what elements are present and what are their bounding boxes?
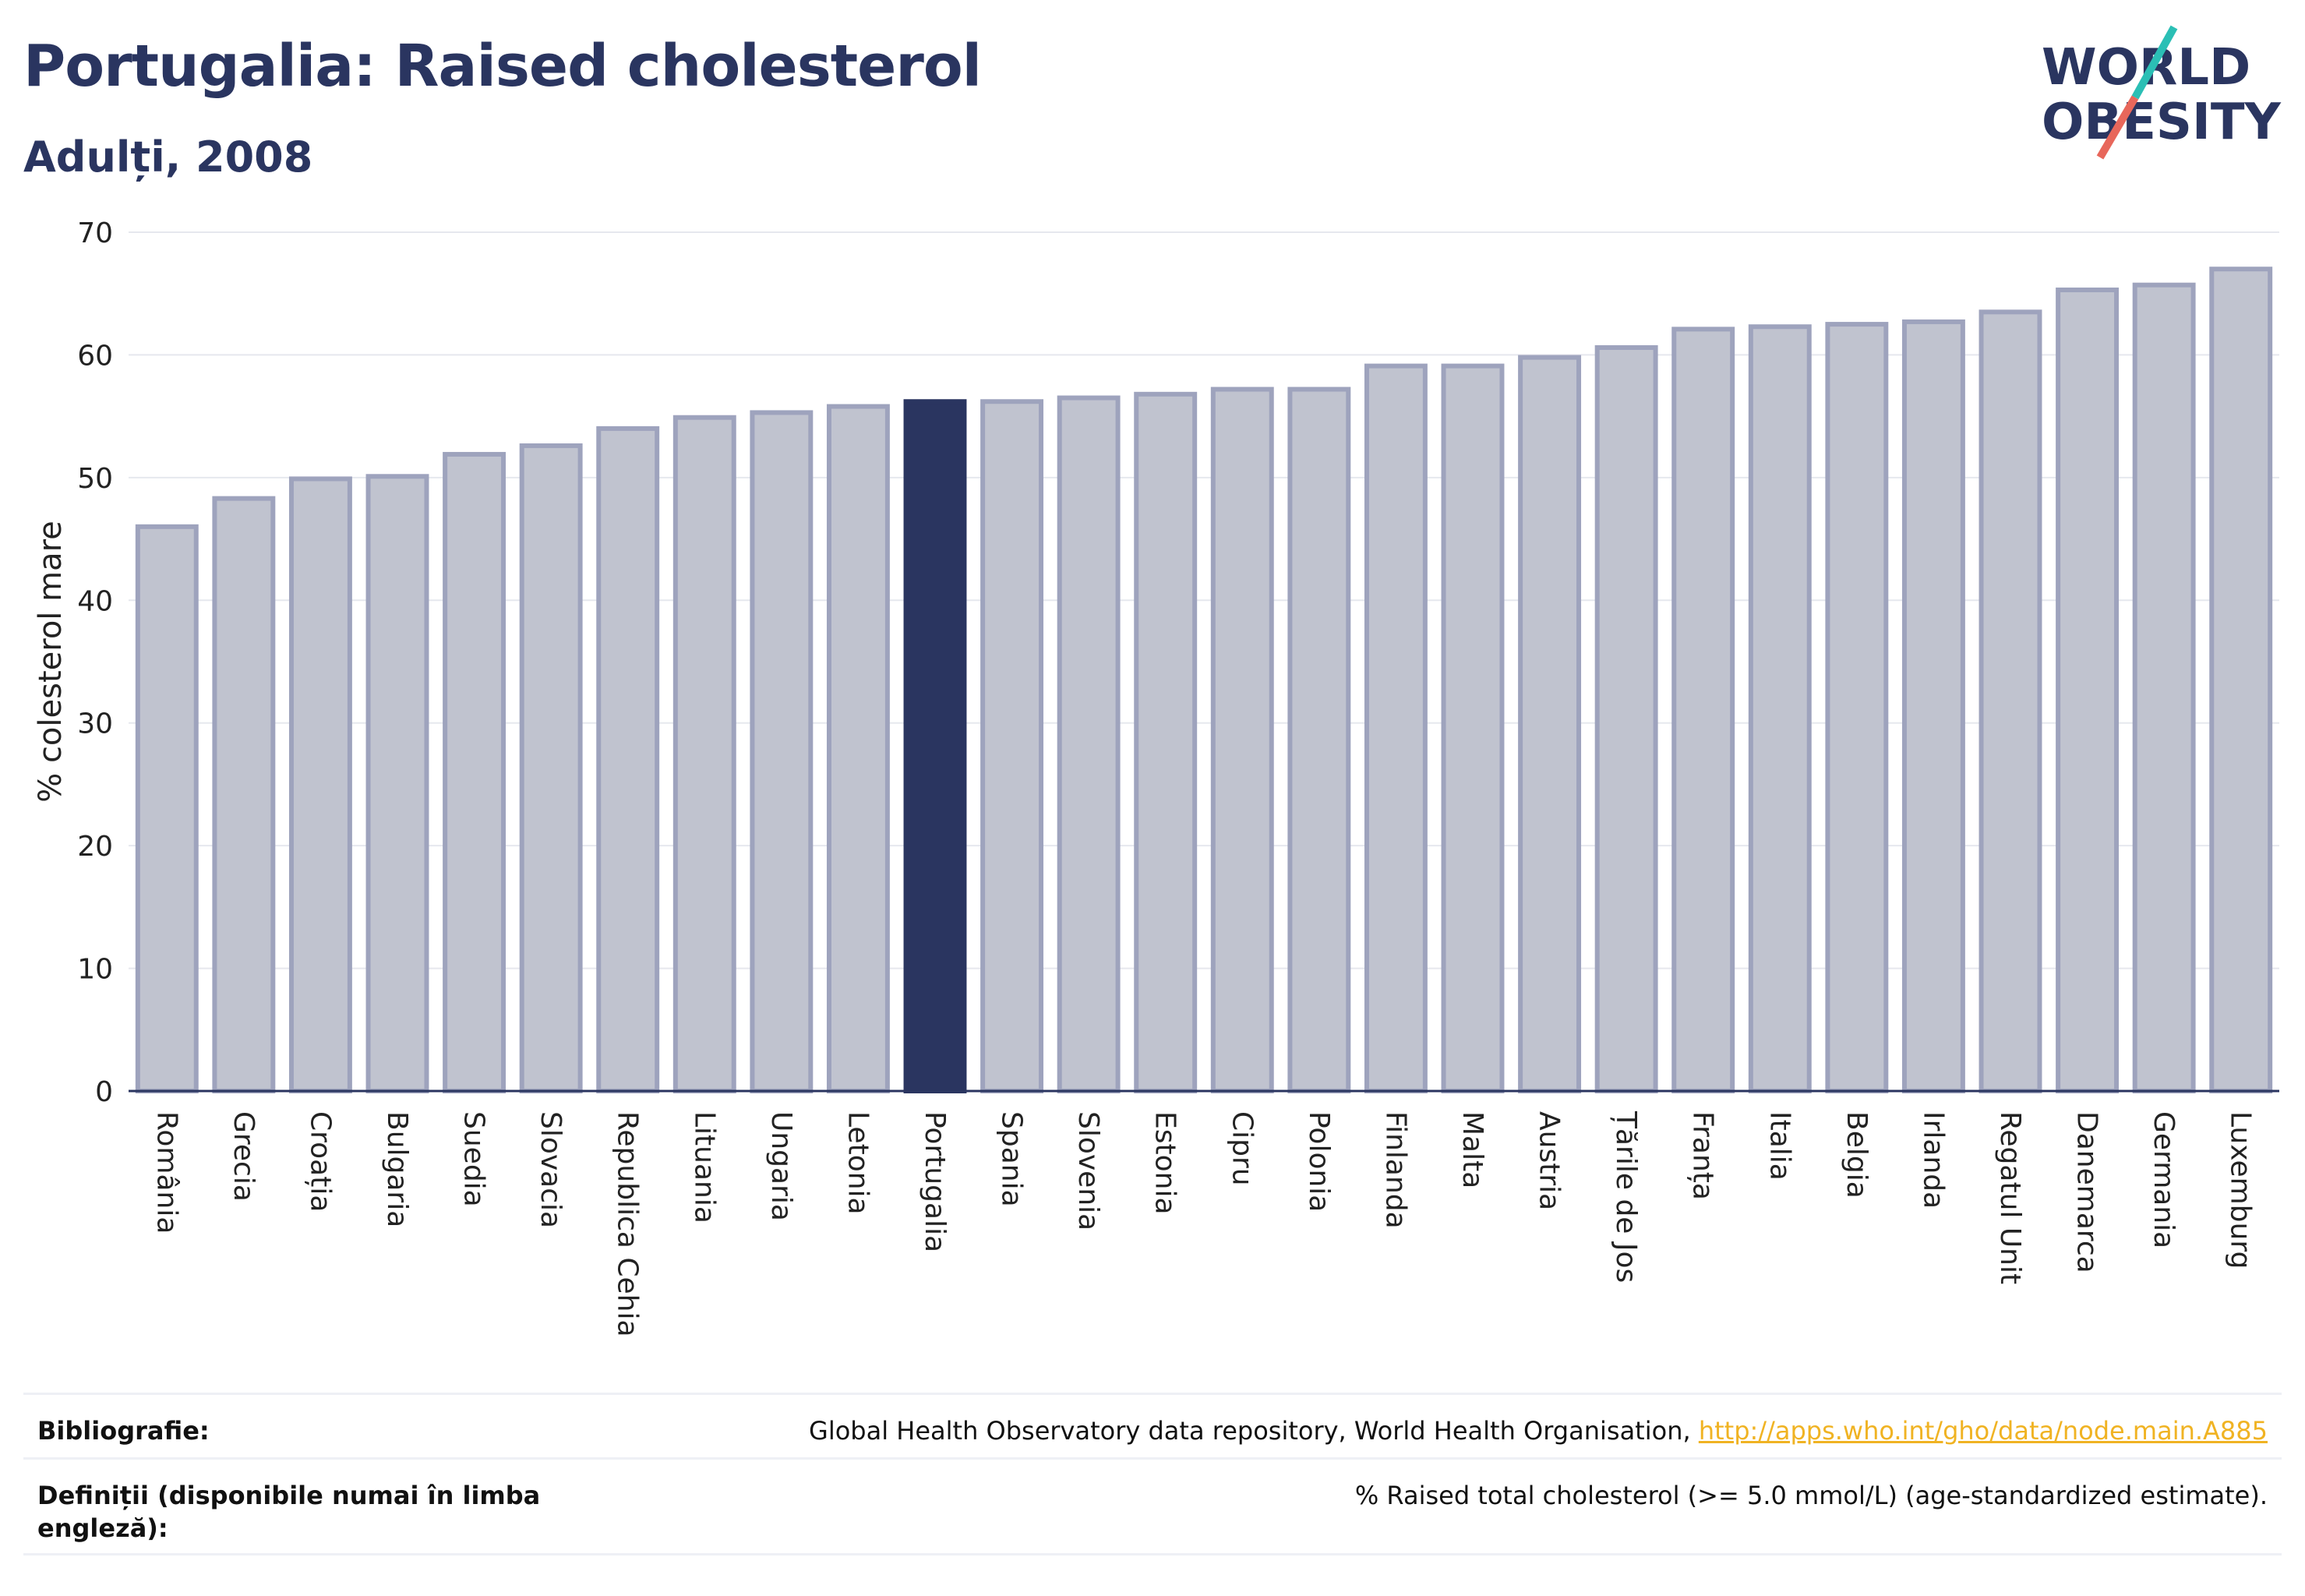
bars: [135, 267, 2273, 1094]
x-tick-label: Republica Cehia: [612, 1111, 644, 1337]
x-tick-label: Ungaria: [765, 1111, 797, 1221]
bar-chart: 0 10 20 30 40 50 60 70 România Grecia Croația Bulg…: [33, 217, 2279, 1337]
logo-line1: WORLD: [2042, 39, 2250, 97]
footer-divider: [23, 1553, 2282, 1555]
bar: [288, 476, 352, 1093]
x-axis-labels: România Grecia Croația Bulgaria Suedia Slovac…: [150, 1110, 2256, 1337]
logo-line2: OBESITY: [2042, 94, 2281, 151]
y-tick-label: 60: [77, 340, 113, 372]
x-tick-label: Grecia: [228, 1111, 259, 1202]
bar: [1057, 395, 1121, 1093]
x-tick-label: România: [150, 1111, 182, 1234]
bar: [212, 496, 276, 1093]
bibliography-text: Global Health Observatory data repositor…: [809, 1414, 2268, 1447]
bar: [1134, 391, 1198, 1093]
bar: [596, 425, 660, 1093]
logo-slash-top: [2131, 25, 2178, 100]
bibliography-label: Bibliografie:: [37, 1416, 210, 1446]
bar: [1978, 309, 2042, 1094]
x-tick-label: Lituania: [688, 1111, 720, 1223]
bar: [750, 410, 814, 1093]
x-tick-label: Țările de Jos: [1610, 1110, 1642, 1283]
x-tick-label: Croația: [304, 1111, 336, 1212]
bibliography-link[interactable]: http://apps.who.int/gho/data/node.main.A…: [1698, 1416, 2268, 1446]
bar: [2056, 287, 2120, 1093]
y-axis-ticks: 0 10 20 30 40 50 60 70: [77, 217, 113, 1108]
page-subtitle: Adulți, 2008: [23, 132, 313, 182]
bar: [826, 404, 890, 1093]
x-tick-label: Franța: [1687, 1111, 1719, 1200]
y-tick-label: 20: [77, 831, 113, 863]
x-tick-label: Irlanda: [1917, 1111, 1949, 1209]
y-tick-label: 50: [77, 463, 113, 495]
y-tick-label: 10: [77, 954, 113, 986]
bar: [1748, 324, 1812, 1094]
x-tick-label: Regatul Unit: [1994, 1111, 2026, 1284]
page-title: Portugalia: Raised cholesterol: [23, 33, 982, 100]
x-tick-label: Finlanda: [1379, 1111, 1411, 1229]
bar: [672, 415, 736, 1093]
x-tick-label: Estonia: [1149, 1111, 1181, 1215]
bar: [519, 443, 583, 1093]
x-tick-label: Slovacia: [535, 1111, 567, 1228]
x-tick-label: Germania: [2148, 1111, 2180, 1248]
bar: [365, 474, 429, 1093]
bar: [1671, 327, 1735, 1093]
bar: [1825, 322, 1889, 1094]
bar: [1364, 363, 1428, 1093]
x-tick-label: Letonia: [842, 1111, 874, 1215]
y-tick-label: 30: [77, 708, 113, 740]
footer-divider: [23, 1457, 2282, 1460]
x-tick-label: Danemarca: [2071, 1111, 2103, 1273]
bar: [135, 524, 199, 1093]
x-tick-label: Belgia: [1841, 1111, 1873, 1199]
definition-text: % Raised total cholesterol (>= 5.0 mmol/…: [1354, 1481, 2268, 1510]
bar: [2132, 282, 2196, 1093]
bibliography-source: Global Health Observatory data repositor…: [809, 1416, 1699, 1446]
bar-highlight: [903, 399, 967, 1093]
bar: [2209, 267, 2273, 1094]
footer-divider: [23, 1393, 2282, 1395]
x-tick-label: Luxemburg: [2225, 1111, 2257, 1269]
x-tick-label: Italia: [1763, 1111, 1795, 1181]
x-tick-label: Polonia: [1303, 1111, 1335, 1212]
y-tick-label: 70: [77, 217, 113, 249]
x-tick-label: Portugalia: [919, 1111, 951, 1252]
bar: [980, 399, 1044, 1093]
bar: [1287, 387, 1351, 1094]
bar: [1594, 344, 1658, 1093]
bar: [1518, 355, 1582, 1093]
logo-slash-bottom: [2096, 95, 2139, 160]
x-tick-label: Austria: [1534, 1111, 1565, 1210]
definition-label: Definiții (disponibile numai în limba en…: [37, 1481, 541, 1543]
y-axis-title: % colesterol mare: [33, 521, 69, 803]
bar: [1210, 387, 1274, 1094]
bar: [1441, 363, 1505, 1093]
bar: [1901, 319, 1965, 1093]
x-tick-label: Spania: [996, 1111, 1028, 1207]
x-tick-label: Bulgaria: [381, 1111, 413, 1227]
bar: [443, 451, 507, 1093]
x-tick-label: Malta: [1456, 1111, 1488, 1188]
y-tick-label: 40: [77, 585, 113, 617]
x-tick-label: Cipru: [1226, 1111, 1258, 1186]
x-tick-label: Suedia: [458, 1111, 490, 1207]
y-tick-label: 0: [95, 1076, 113, 1108]
world-obesity-logo: WORLD OBESITY: [2042, 25, 2281, 160]
x-tick-label: Slovenia: [1072, 1111, 1104, 1231]
